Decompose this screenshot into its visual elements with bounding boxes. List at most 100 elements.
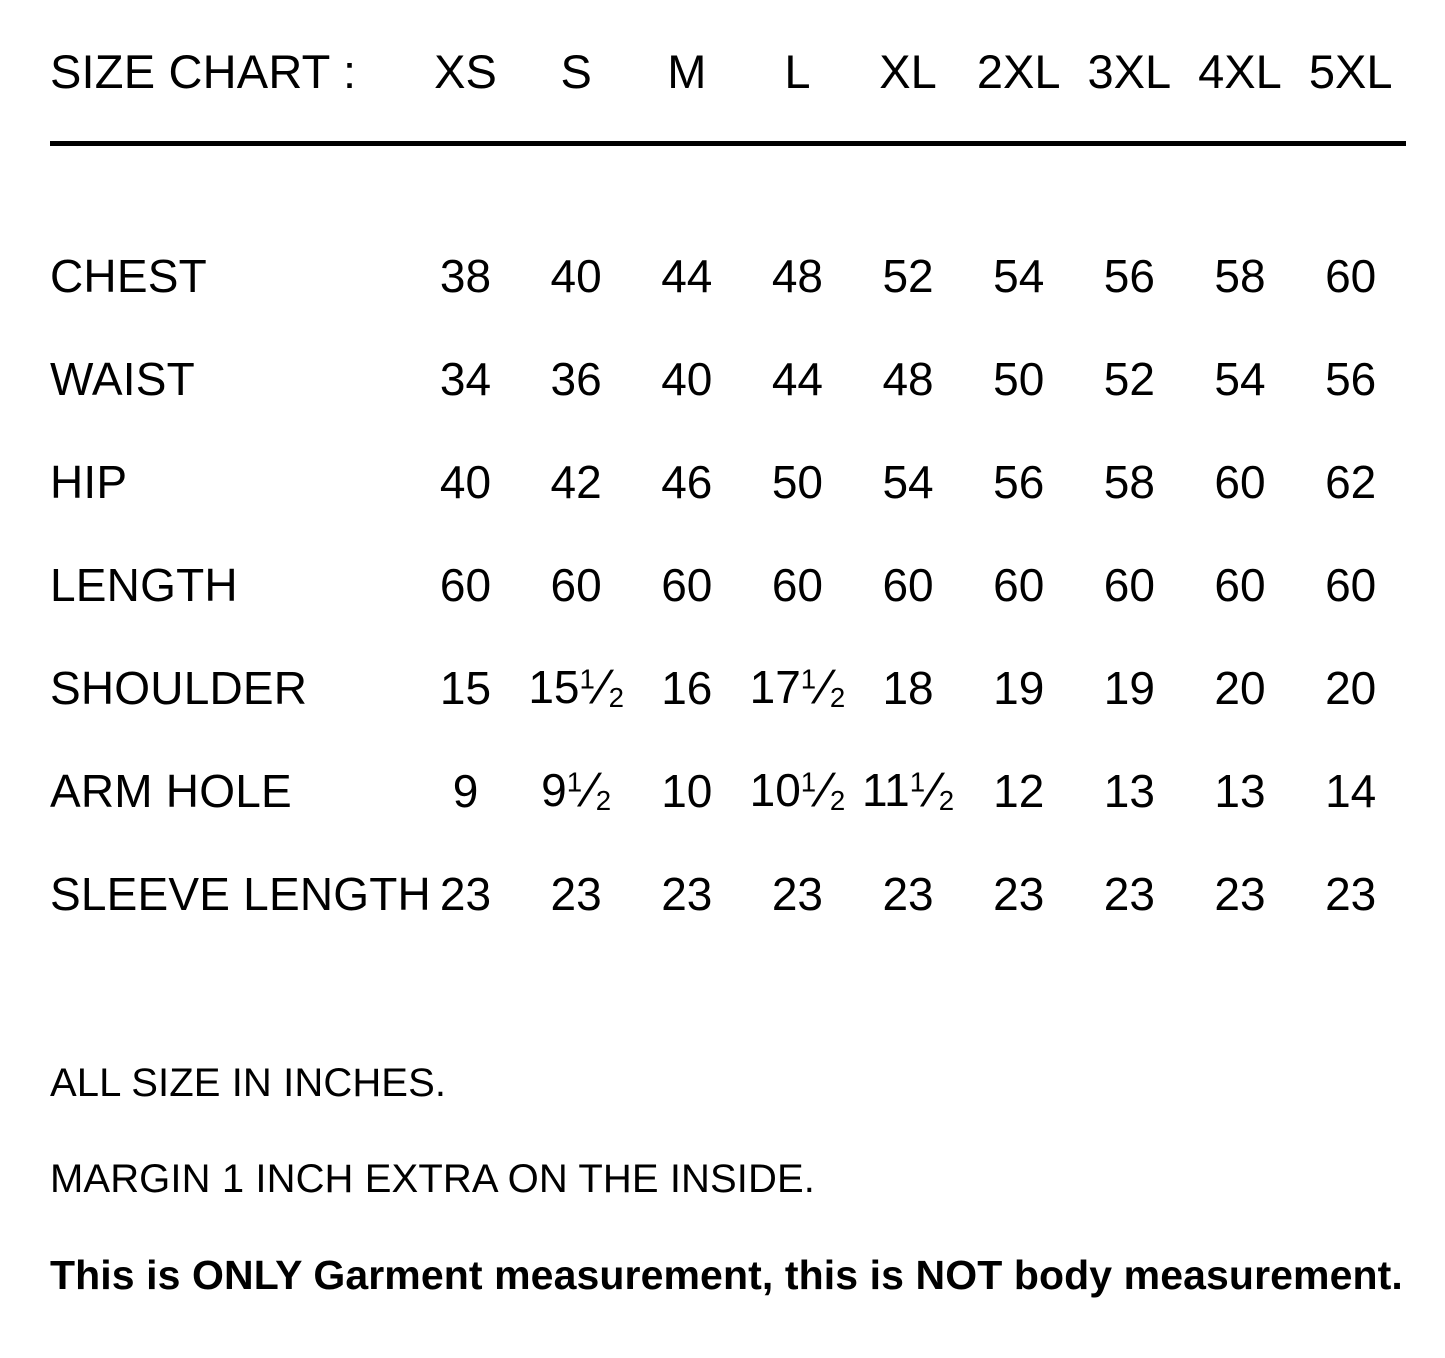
row-label-sleeve-length: SLEEVE LENGTH xyxy=(50,867,431,920)
header-divider-row xyxy=(50,114,1406,146)
table-row: SHOULDER 15 151/2 16 171/2 18 19 19 20 20 xyxy=(50,636,1406,739)
measurement-cell-shoulder-l: 171/2 xyxy=(749,660,846,713)
table-row: SLEEVE LENGTH 23 23 23 23 23 23 23 23 23 xyxy=(50,842,1406,945)
note-2: MARGIN 1 INCH EXTRA ON THE INSIDE. xyxy=(50,1157,816,1201)
table-row: CHEST 38 40 44 48 52 54 56 58 60 xyxy=(50,224,1406,327)
measurement-cell-waist-m: 40 xyxy=(661,352,713,405)
measurement-cell-waist-5xl: 56 xyxy=(1325,352,1377,405)
measurement-cell-sleeve-length-s: 23 xyxy=(550,867,602,920)
measurement-cell-hip-3xl: 58 xyxy=(1103,455,1155,508)
measurement-cell-length-l: 60 xyxy=(771,558,823,611)
measurement-cell-shoulder-xs: 15 xyxy=(439,661,492,714)
measurement-cell-sleeve-length-l: 23 xyxy=(771,867,823,920)
fraction-numerator: 1 xyxy=(909,766,926,798)
measurement-cell-chest-5xl: 60 xyxy=(1325,249,1377,302)
measurement-cell-shoulder-4xl: 20 xyxy=(1214,661,1266,714)
measurement-cell-hip-xl: 54 xyxy=(882,455,934,508)
measurement-cell-length-m: 60 xyxy=(661,558,713,611)
table-row: HIP 40 42 46 50 54 56 58 60 62 xyxy=(50,430,1406,533)
measurement-cell-chest-xs: 38 xyxy=(439,249,492,302)
row-label-shoulder: SHOULDER xyxy=(50,661,308,714)
measurement-cell-shoulder-3xl: 19 xyxy=(1103,661,1155,714)
measurement-cell-arm-hole-xl: 111/2 xyxy=(861,763,955,816)
column-header-4xl: 4XL xyxy=(1198,44,1282,98)
column-header-2xl: 2XL xyxy=(976,44,1061,98)
measurement-cell-sleeve-length-3xl: 23 xyxy=(1103,867,1155,920)
fraction-numerator: 1 xyxy=(800,766,817,798)
column-header-3xl: 3XL xyxy=(1087,44,1172,98)
measurement-cell-hip-xs: 40 xyxy=(439,455,492,508)
measurement-cell-waist-4xl: 54 xyxy=(1214,352,1266,405)
table-header: SIZE CHART : XS S M L XL 2XL 3XL 4XL 5XL xyxy=(50,28,1406,224)
measurement-cell-sleeve-length-4xl: 23 xyxy=(1214,867,1266,920)
fraction: 1/2 xyxy=(566,764,612,816)
measurement-cell-hip-m: 46 xyxy=(661,455,713,508)
fraction-denominator: 2 xyxy=(595,784,612,816)
fraction: 1/2 xyxy=(800,764,845,816)
measurement-cell-waist-xs: 34 xyxy=(439,352,492,405)
measurement-cell-hip-s: 42 xyxy=(550,455,602,508)
header-row: SIZE CHART : XS S M L XL 2XL 3XL 4XL 5XL xyxy=(50,28,1406,114)
measurement-cell-sleeve-length-2xl: 23 xyxy=(993,867,1045,920)
measurement-cell-length-5xl: 60 xyxy=(1325,558,1377,611)
measurement-cell-sleeve-length-5xl: 23 xyxy=(1325,867,1377,920)
measurement-cell-shoulder-2xl: 19 xyxy=(993,661,1045,714)
measurement-cell-arm-hole-5xl: 14 xyxy=(1325,764,1377,817)
measurement-cell-chest-2xl: 54 xyxy=(993,249,1045,302)
fraction-numerator: 1 xyxy=(579,663,595,695)
measurement-cell-hip-4xl: 60 xyxy=(1214,455,1266,508)
fraction-denominator: 2 xyxy=(829,681,846,713)
measurement-cell-length-4xl: 60 xyxy=(1214,558,1266,611)
column-header-xl: XL xyxy=(879,44,937,98)
row-label-arm-hole: ARM HOLE xyxy=(50,764,292,817)
measurement-cell-chest-m: 44 xyxy=(661,249,713,302)
fraction: 1/2 xyxy=(800,661,846,713)
header-spacer-row xyxy=(50,144,1406,225)
notes-block: ALL SIZE IN INCHES. MARGIN 1 INCH EXTRA O… xyxy=(50,1063,1410,1296)
fraction-denominator: 2 xyxy=(608,681,624,713)
measurement-cell-chest-xl: 52 xyxy=(882,249,934,302)
measurement-cell-waist-l: 44 xyxy=(771,352,823,405)
measurement-cell-sleeve-length-m: 23 xyxy=(661,867,713,920)
measurement-cell-shoulder-s: 151/2 xyxy=(528,660,624,713)
measurement-cell-arm-hole-l: 101/2 xyxy=(749,763,846,816)
fraction-numerator: 1 xyxy=(566,766,583,798)
measurement-cell-hip-2xl: 56 xyxy=(993,455,1045,508)
header-spacer xyxy=(50,144,1406,225)
measurement-cell-hip-l: 50 xyxy=(771,455,823,508)
measurement-cell-arm-hole-4xl: 13 xyxy=(1214,764,1266,817)
measurement-cell-waist-2xl: 50 xyxy=(993,352,1045,405)
header-rule xyxy=(50,114,1406,146)
column-header-l: L xyxy=(784,44,811,98)
table-row: WAIST 34 36 40 44 48 50 52 54 56 xyxy=(50,327,1406,430)
measurement-cell-chest-4xl: 58 xyxy=(1214,249,1266,302)
measurement-cell-length-2xl: 60 xyxy=(993,558,1045,611)
note-3: This is ONLY Garment measurement, this i… xyxy=(50,1252,1403,1298)
measurement-cell-hip-5xl: 62 xyxy=(1325,455,1377,508)
fraction: 1/2 xyxy=(579,661,624,713)
table-body: CHEST 38 40 44 48 52 54 56 58 60 WAIST 34 36 40 44 48 50… xyxy=(50,224,1406,945)
measurement-cell-chest-l: 48 xyxy=(771,249,823,302)
fraction-denominator: 2 xyxy=(938,784,955,816)
measurement-cell-arm-hole-2xl: 12 xyxy=(993,764,1045,817)
measurement-cell-arm-hole-3xl: 13 xyxy=(1103,764,1155,817)
measurement-cell-length-xl: 60 xyxy=(882,558,934,611)
row-label-hip: HIP xyxy=(50,455,128,508)
column-header-xs: XS xyxy=(434,44,497,98)
measurement-cell-arm-hole-s: 91/2 xyxy=(541,763,612,816)
fraction-numerator: 1 xyxy=(800,663,817,695)
measurement-cell-chest-s: 40 xyxy=(550,249,602,302)
note-1: ALL SIZE IN INCHES. xyxy=(50,1061,447,1105)
measurement-cell-length-xs: 60 xyxy=(439,558,492,611)
column-header-m: M xyxy=(667,44,707,98)
measurement-cell-shoulder-m: 16 xyxy=(661,661,713,714)
measurement-cell-waist-xl: 48 xyxy=(882,352,934,405)
column-header-s: S xyxy=(560,44,592,98)
measurement-cell-shoulder-xl: 18 xyxy=(882,661,934,714)
measurement-cell-shoulder-5xl: 20 xyxy=(1325,661,1377,714)
measurement-cell-arm-hole-m: 10 xyxy=(661,764,713,817)
measurement-cell-waist-s: 36 xyxy=(550,352,602,405)
row-label-chest: CHEST xyxy=(50,249,207,302)
table-row: ARM HOLE 9 91/2 10 101/2 111/2 12 13 13 14 xyxy=(50,739,1406,842)
